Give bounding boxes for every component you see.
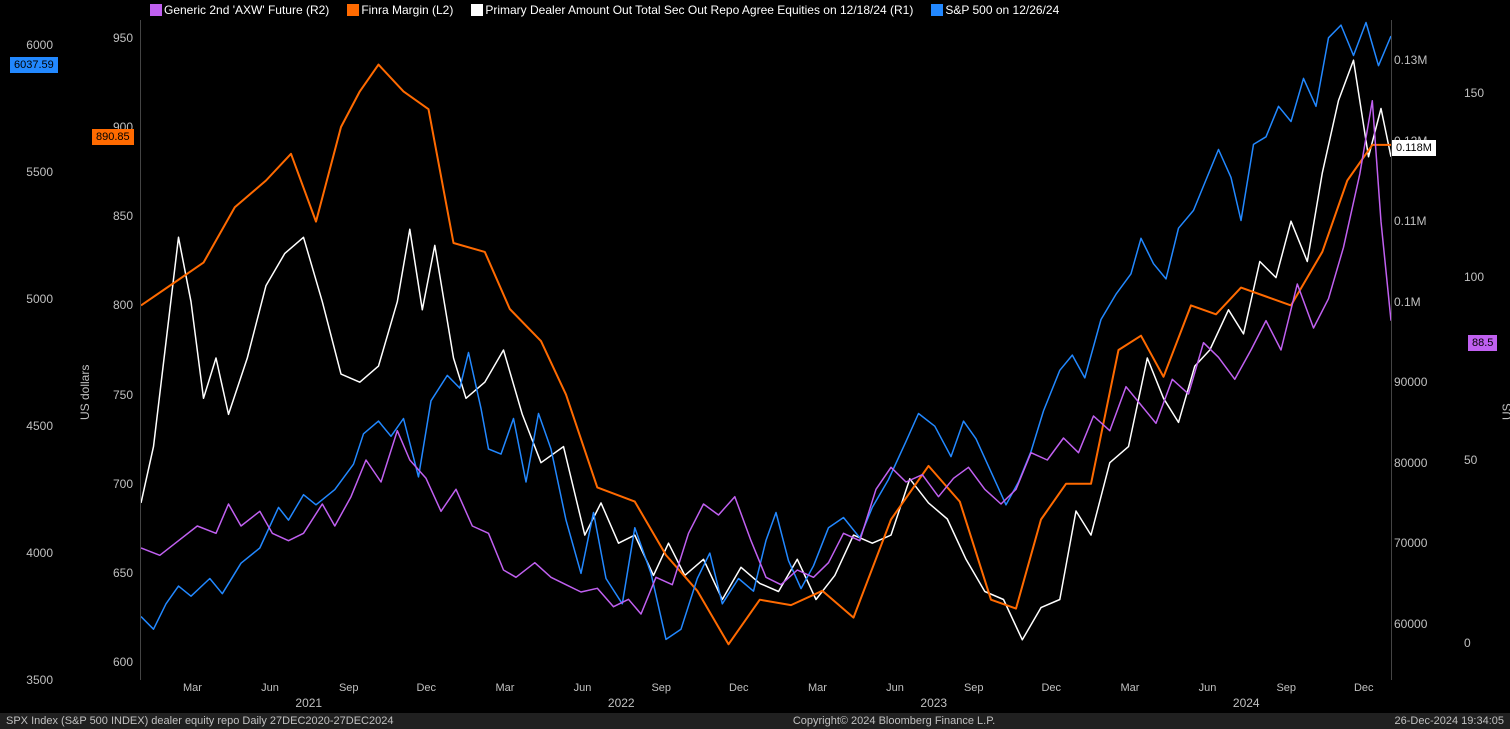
y-tick: 0.13M	[1394, 53, 1449, 67]
chart-svg	[141, 20, 1391, 680]
y-axis-left-outer: 350040004500500055006000	[0, 20, 55, 680]
y-tick: 750	[88, 388, 133, 402]
legend-swatch-axw	[150, 4, 162, 16]
y-tick: 4000	[0, 546, 53, 560]
y-tick: 700	[88, 477, 133, 491]
x-tick-month: Sep	[1276, 682, 1296, 694]
footer-center: Copyright© 2024 Bloomberg Finance L.P.	[793, 715, 995, 727]
y-tick: 4500	[0, 419, 53, 433]
x-tick-year: 2022	[608, 696, 635, 710]
legend-item-finra: Finra Margin (L2)	[347, 3, 453, 17]
x-tick-year: 2023	[920, 696, 947, 710]
price-flag-axw: 88.5	[1468, 335, 1497, 351]
x-tick-month: Mar	[1121, 682, 1140, 694]
legend-item-dealer: Primary Dealer Amount Out Total Sec Out …	[471, 3, 913, 17]
y-tick: 650	[88, 566, 133, 580]
y-tick: 5500	[0, 165, 53, 179]
axis-label-left-inner: US dollars	[78, 365, 92, 420]
x-axis: Mar Jun Sep Dec Mar Jun Sep Dec Mar Jun Sep Dec Mar J…	[140, 682, 1390, 712]
series-spx	[141, 23, 1391, 640]
y-tick: 90000	[1394, 375, 1449, 389]
x-tick-month: Jun	[1199, 682, 1217, 694]
y-tick: 100	[1464, 270, 1509, 284]
x-tick-month: Jun	[886, 682, 904, 694]
y-tick: 50	[1464, 453, 1509, 467]
y-axis-right-inner: 600007000080000900000.1M0.11M0.12M0.13M	[1392, 20, 1447, 680]
price-flag-finra: 890.85	[92, 129, 134, 145]
y-tick: 6000	[0, 38, 53, 52]
footer-bar: SPX Index (S&P 500 INDEX) dealer equity …	[0, 713, 1510, 729]
x-tick-month: Sep	[651, 682, 671, 694]
series-dealer	[141, 60, 1391, 640]
price-flag-dealer: 0.118M	[1392, 140, 1436, 156]
x-tick-month: Dec	[1041, 682, 1061, 694]
legend-swatch-dealer	[471, 4, 483, 16]
axis-label-right-outer: US dollars	[1500, 385, 1510, 420]
y-tick: 0.1M	[1394, 295, 1449, 309]
x-tick-month: Mar	[183, 682, 202, 694]
y-axis-left-inner: 600650700750800850900950	[90, 20, 135, 680]
y-tick: 60000	[1394, 617, 1449, 631]
y-tick: 80000	[1394, 456, 1449, 470]
legend-item-spx: S&P 500 on 12/26/24	[931, 3, 1059, 17]
x-tick-year: 2021	[295, 696, 322, 710]
x-tick-month: Dec	[729, 682, 749, 694]
legend-swatch-finra	[347, 4, 359, 16]
legend-label-spx: S&P 500 on 12/26/24	[945, 3, 1059, 17]
y-tick: 70000	[1394, 536, 1449, 550]
y-tick: 850	[88, 209, 133, 223]
chart-legend: Generic 2nd 'AXW' Future (R2) Finra Marg…	[150, 2, 1500, 18]
x-tick-month: Sep	[964, 682, 984, 694]
y-tick: 150	[1464, 86, 1509, 100]
legend-item-axw: Generic 2nd 'AXW' Future (R2)	[150, 3, 329, 17]
y-tick: 600	[88, 655, 133, 669]
legend-label-dealer: Primary Dealer Amount Out Total Sec Out …	[485, 3, 913, 17]
series-finra	[141, 65, 1391, 645]
x-tick-month: Dec	[1354, 682, 1374, 694]
y-tick: 5000	[0, 292, 53, 306]
legend-label-axw: Generic 2nd 'AXW' Future (R2)	[164, 3, 329, 17]
plot-area[interactable]	[140, 20, 1392, 680]
x-tick-month: Jun	[261, 682, 279, 694]
x-tick-month: Mar	[496, 682, 515, 694]
x-tick-month: Jun	[574, 682, 592, 694]
footer-right: 26-Dec-2024 19:34:05	[1395, 715, 1504, 727]
legend-swatch-spx	[931, 4, 943, 16]
y-tick: 0.11M	[1394, 214, 1449, 228]
y-tick: 0	[1464, 636, 1509, 650]
price-flag-spx: 6037.59	[10, 57, 58, 73]
y-tick: 800	[88, 298, 133, 312]
y-tick: 3500	[0, 673, 53, 687]
footer-left: SPX Index (S&P 500 INDEX) dealer equity …	[6, 715, 393, 727]
y-tick: 950	[88, 31, 133, 45]
x-tick-month: Mar	[808, 682, 827, 694]
x-tick-month: Sep	[339, 682, 359, 694]
legend-label-finra: Finra Margin (L2)	[361, 3, 453, 17]
x-tick-year: 2024	[1233, 696, 1260, 710]
x-tick-month: Dec	[416, 682, 436, 694]
